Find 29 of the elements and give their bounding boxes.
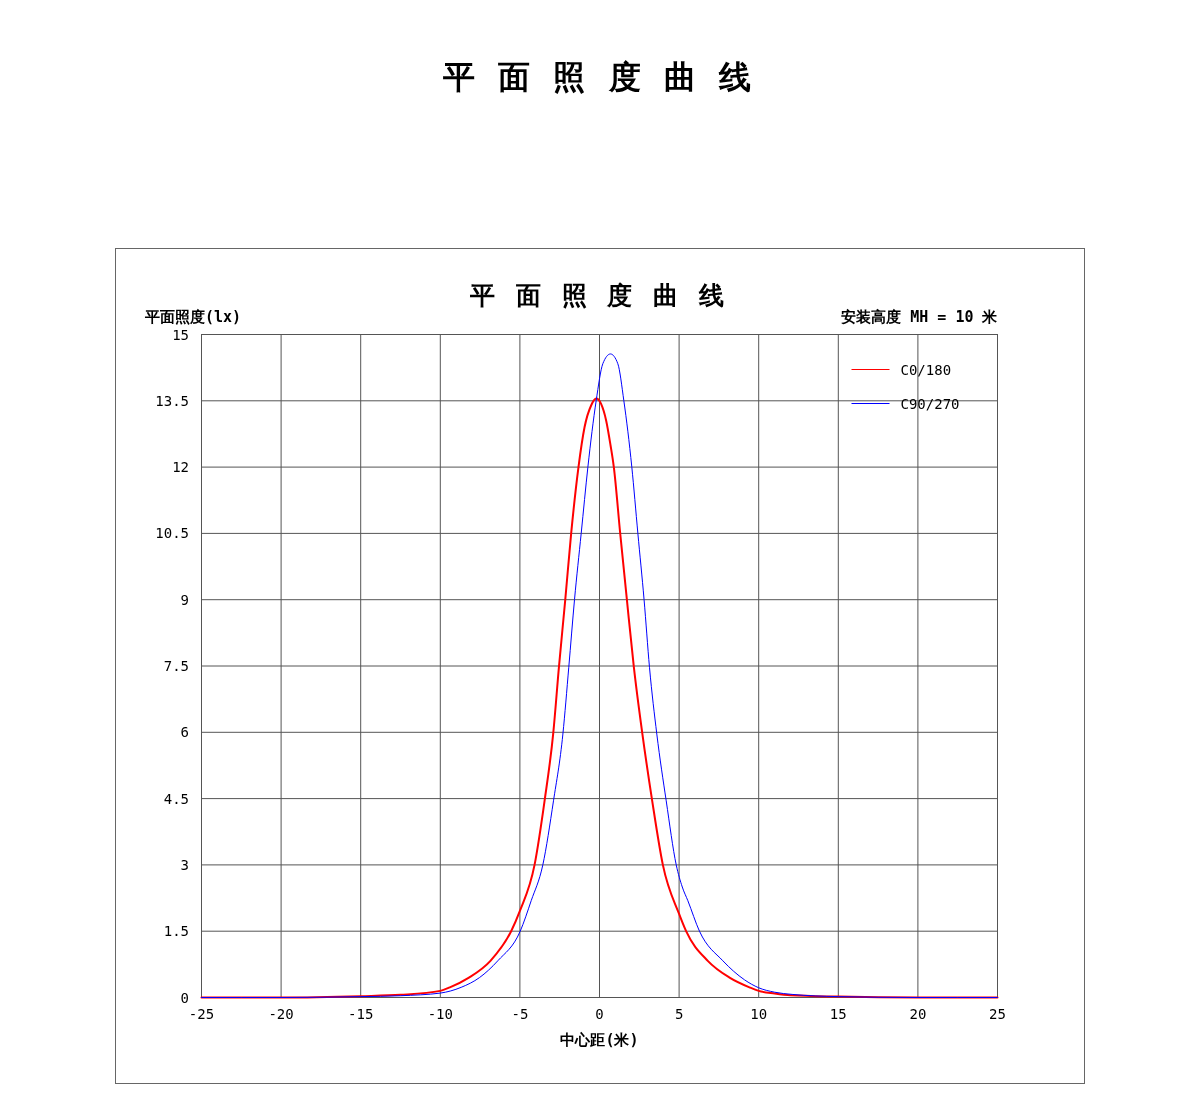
- chart-title: 平 面 照 度 曲 线: [442, 58, 757, 96]
- x-tick-label: -20: [268, 1006, 294, 1022]
- chart-subtitle: 平 面 照 度 曲 线: [469, 280, 730, 310]
- x-tick-label: 0: [595, 1006, 604, 1022]
- legend-label: C0/180: [900, 361, 952, 378]
- x-tick-label: 20: [909, 1006, 927, 1022]
- x-axis-title: 中心距(米): [560, 1031, 639, 1049]
- y-tick-label: 13.5: [155, 392, 189, 409]
- y-tick-label: 0: [180, 989, 189, 1006]
- x-tick-label: 15: [829, 1006, 847, 1022]
- y-tick-label: 15: [172, 326, 189, 343]
- y-tick-label: 12: [172, 459, 189, 476]
- y-tick-label: 6: [180, 724, 189, 741]
- x-tick-label: 25: [989, 1006, 1006, 1022]
- y-tick-label: 3: [180, 856, 189, 873]
- y-tick-label: 9: [180, 591, 189, 608]
- y-tick-label: 10.5: [155, 525, 189, 542]
- x-tick-label: -15: [348, 1006, 374, 1022]
- text: 安装高度 MH = 10 米: [841, 308, 999, 326]
- x-tick-label: -25: [188, 1006, 215, 1022]
- y-tick-label: 1.5: [163, 923, 189, 940]
- y-tick-label: 7.5: [163, 658, 189, 674]
- legend-label: C90/270: [900, 395, 960, 412]
- x-tick-label: -5: [511, 1006, 529, 1022]
- x-tick-label: -10: [427, 1006, 453, 1022]
- y-tick-label: 4.5: [163, 790, 189, 807]
- y-axis-title: 平面照度(lx): [144, 308, 242, 326]
- x-tick-label: 10: [750, 1006, 768, 1022]
- x-tick-label: 5: [674, 1006, 684, 1022]
